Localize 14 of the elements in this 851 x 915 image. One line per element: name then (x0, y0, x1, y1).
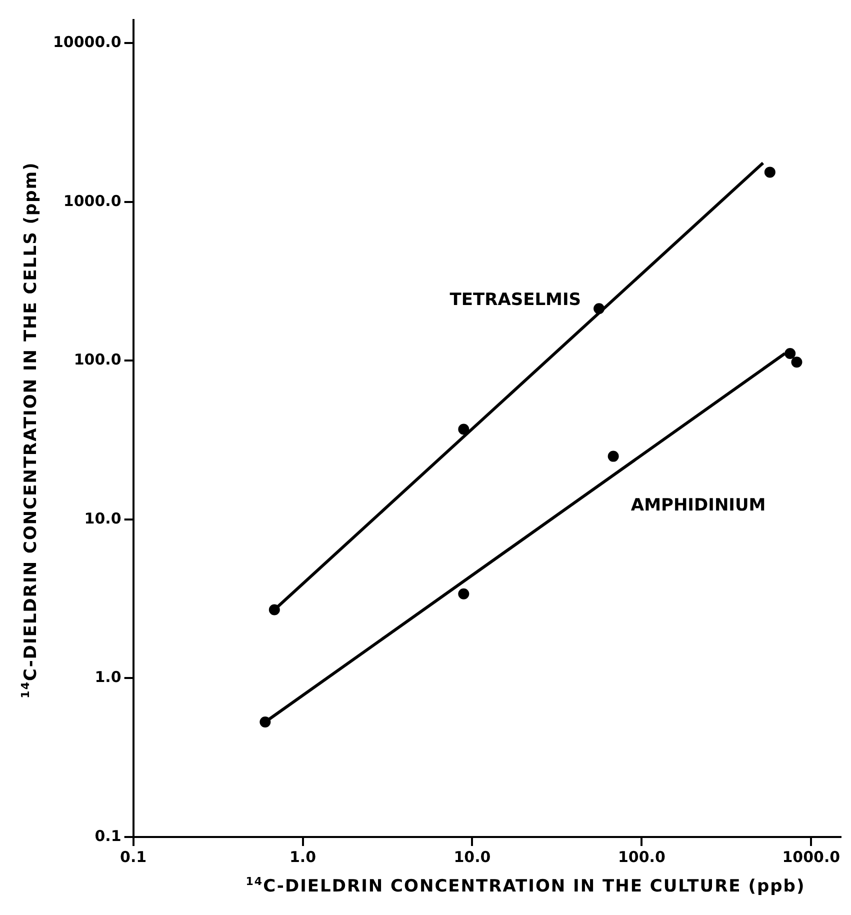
series-label: TETRASELMIS (450, 290, 582, 310)
y-tick-label: 10.0 (84, 509, 122, 528)
text: AMPHIDINIUM (630, 496, 766, 516)
x-tick-label: 1.0 (289, 848, 316, 866)
y-tick-label: 1.0 (94, 668, 122, 686)
x-tick-label: 100.0 (618, 848, 666, 866)
y-tick-label: 0.1 (94, 826, 122, 845)
x-tick-label: 1000.0 (782, 848, 840, 866)
x-tick-label: 10.0 (454, 848, 491, 866)
y-tick-label: 10000.0 (52, 33, 122, 52)
y-tick-label: 1000.0 (63, 192, 122, 210)
x-tick-label: 0.1 (120, 848, 147, 866)
x-axis-title: $^{14}$C-DIELDRIN CONCENTRATION IN THE CULTURE (ppb) (244, 875, 806, 897)
y-tick-label: 100.0 (74, 350, 122, 369)
